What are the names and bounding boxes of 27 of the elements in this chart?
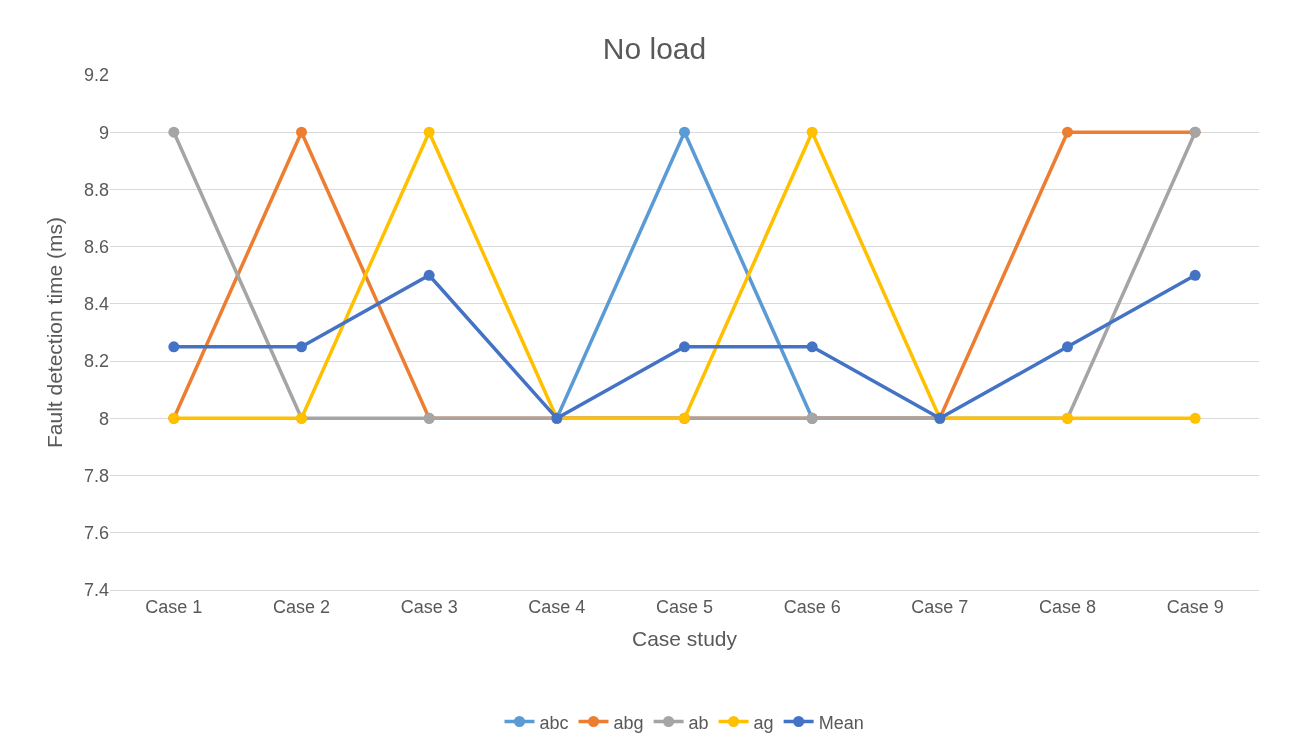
y-tick-label: 7.4 bbox=[83, 580, 109, 601]
y-tick-label: 8 bbox=[98, 408, 109, 429]
x-axis-title: Case study bbox=[631, 626, 738, 650]
y-tick-label: 9.2 bbox=[83, 65, 109, 86]
x-tick-label: Case 7 bbox=[911, 596, 969, 617]
x-tick-label: Case 3 bbox=[400, 596, 458, 617]
y-tick-label: 7.6 bbox=[83, 523, 109, 544]
y-tick-label: 9 bbox=[98, 122, 109, 143]
y-tick-label: 8.4 bbox=[83, 294, 109, 315]
x-tick-label: Case 6 bbox=[783, 596, 841, 617]
legend-label: ab bbox=[688, 712, 709, 733]
legend-label: Mean bbox=[818, 712, 864, 733]
y-tick-label: 8.8 bbox=[83, 179, 109, 200]
legend-label: abc bbox=[539, 712, 569, 733]
y-tick-label: 7.8 bbox=[83, 465, 109, 486]
chart-title: No load bbox=[602, 31, 707, 65]
y-tick-label: 8.2 bbox=[83, 351, 109, 372]
x-tick-label: Case 1 bbox=[145, 596, 203, 617]
y-tick-label: 8.6 bbox=[83, 236, 109, 257]
x-tick-label: Case 2 bbox=[272, 596, 331, 617]
x-tick-label: Case 9 bbox=[1166, 596, 1224, 617]
x-tick-label: Case 8 bbox=[1038, 596, 1097, 617]
x-tick-label: Case 4 bbox=[528, 596, 586, 617]
legend-label: abg bbox=[613, 712, 644, 733]
x-tick-label: Case 5 bbox=[655, 596, 714, 617]
legend-label: ag bbox=[753, 712, 774, 733]
y-axis-title: Fault detection time (ms) bbox=[43, 216, 67, 449]
